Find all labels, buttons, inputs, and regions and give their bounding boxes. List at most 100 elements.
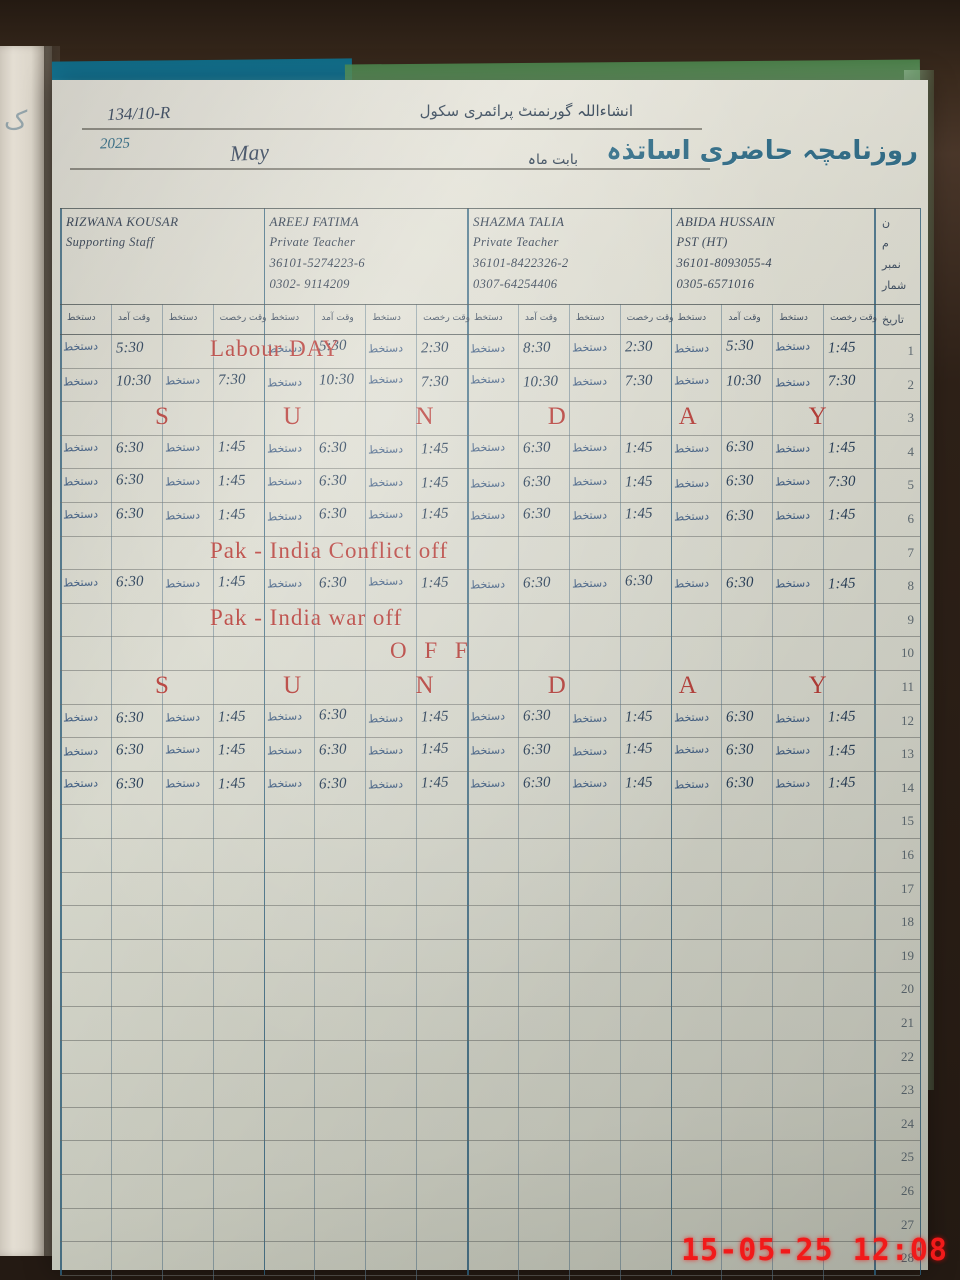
time-entry: 6:30 bbox=[116, 505, 144, 523]
time-entry: 1:45 bbox=[421, 774, 449, 792]
signature-mark: دستخط bbox=[165, 711, 200, 725]
time-entry: 2:30 bbox=[624, 338, 652, 356]
day-number-cell: 24 bbox=[901, 1116, 914, 1132]
signature-mark: دستخط bbox=[673, 509, 708, 523]
table-row-divider bbox=[60, 304, 920, 305]
signature-mark: دستخط bbox=[165, 743, 200, 757]
holiday-note: Pak - India Conflict off bbox=[210, 538, 448, 564]
day-number-cell: 7 bbox=[908, 545, 915, 561]
signature-mark: دستخط bbox=[165, 776, 200, 790]
day-number-cell: 27 bbox=[901, 1217, 914, 1233]
signature-mark: دستخط bbox=[572, 440, 607, 454]
signature-mark: دستخط bbox=[63, 776, 98, 790]
time-entry: 1:45 bbox=[217, 574, 245, 592]
sub-column-header: دستخط bbox=[474, 313, 503, 323]
time-entry: 1:45 bbox=[421, 741, 449, 759]
table-row-divider bbox=[60, 1073, 920, 1074]
time-entry: 6:30 bbox=[319, 505, 347, 523]
table-row-divider bbox=[60, 804, 920, 805]
signature-mark: دستخط bbox=[63, 474, 98, 488]
time-entry: 6:30 bbox=[523, 439, 551, 457]
attendance-table: RIZWANA KOUSAR Supporting Staff AREEJ FATI… bbox=[60, 208, 920, 1260]
day-number-cell: 2 bbox=[908, 377, 915, 393]
month-label: بابت ماہ bbox=[528, 152, 578, 168]
time-entry: 1:45 bbox=[217, 741, 245, 759]
table-row-divider bbox=[60, 435, 920, 436]
time-entry: 1:45 bbox=[421, 474, 449, 492]
signature-mark: دستخط bbox=[673, 742, 708, 756]
table-row-divider bbox=[60, 603, 920, 604]
signature-mark: دستخط bbox=[368, 442, 403, 456]
staff-name: ABIDA HUSSAIN bbox=[677, 214, 871, 230]
time-entry: 6:30 bbox=[319, 776, 347, 794]
signature-mark: دستخط bbox=[572, 745, 607, 759]
signature-mark: دستخط bbox=[572, 777, 607, 791]
signature-mark: دستخط bbox=[572, 576, 607, 590]
table-row-divider bbox=[60, 569, 920, 570]
time-entry: 6:30 bbox=[319, 574, 347, 592]
time-entry: 6:30 bbox=[319, 741, 347, 759]
signature-mark: دستخط bbox=[673, 441, 708, 455]
time-entry: 6:30 bbox=[523, 473, 551, 491]
table-row-divider bbox=[60, 872, 920, 873]
day-number-cell: 1 bbox=[908, 343, 915, 359]
signature-mark: دستخط bbox=[266, 776, 301, 790]
signature-mark: دستخط bbox=[368, 575, 403, 589]
table-row-divider bbox=[60, 334, 920, 335]
day-number-cell: 14 bbox=[901, 780, 914, 796]
signature-mark: دستخط bbox=[266, 710, 301, 724]
time-entry: 1:45 bbox=[624, 439, 652, 457]
page-header: روزنامچہ حاضری اساتذہ انشاءاللہ گورنمنٹ … bbox=[52, 80, 928, 208]
time-entry: 8:30 bbox=[523, 340, 551, 358]
signature-mark: دستخط bbox=[368, 744, 403, 758]
table-row-divider bbox=[60, 1174, 920, 1175]
sub-column-header: وقت آمد bbox=[321, 313, 353, 323]
time-entry: 1:45 bbox=[217, 472, 245, 490]
signature-mark: دستخط bbox=[63, 710, 98, 724]
day-number-cell: 16 bbox=[901, 847, 914, 863]
signature-mark: دستخط bbox=[470, 743, 505, 757]
staff-contact: 36101-8093055-4 bbox=[677, 256, 871, 271]
time-entry: 6:30 bbox=[624, 573, 652, 591]
time-entry: 10:30 bbox=[319, 372, 355, 390]
time-entry: 7:30 bbox=[828, 473, 856, 491]
signature-mark: دستخط bbox=[266, 375, 301, 389]
signature-mark: دستخط bbox=[572, 711, 607, 725]
signature-mark: دستخط bbox=[775, 441, 810, 455]
signature-mark: دستخط bbox=[63, 339, 98, 353]
table-row-divider bbox=[60, 1107, 920, 1108]
holiday-note: Labour DAY bbox=[210, 336, 340, 362]
sub-column-header: وقت آمد bbox=[728, 313, 760, 323]
time-entry: 1:45 bbox=[421, 440, 449, 458]
time-entry: 1:45 bbox=[624, 741, 652, 759]
sub-column-header: وقت رخصت bbox=[830, 313, 877, 323]
table-row-divider bbox=[60, 704, 920, 705]
day-number-cell: 3 bbox=[908, 410, 915, 426]
signature-mark: دستخط bbox=[266, 744, 301, 758]
sub-column-header: دستخط bbox=[678, 313, 707, 323]
day-number-cell: 15 bbox=[901, 813, 914, 829]
time-entry: 10:30 bbox=[523, 373, 559, 391]
time-entry: 6:30 bbox=[523, 774, 551, 792]
day-number-cell: 25 bbox=[901, 1149, 914, 1165]
signature-mark: دستخط bbox=[775, 711, 810, 725]
day-number-cell: 11 bbox=[901, 679, 914, 695]
day-number-cell: 12 bbox=[901, 713, 914, 729]
sub-column-header: دستخط bbox=[271, 313, 300, 323]
sub-column-header: دستخط bbox=[779, 313, 808, 323]
table-row-divider bbox=[60, 1275, 920, 1276]
table-column-divider bbox=[416, 304, 417, 1280]
signature-mark: دستخط bbox=[165, 576, 200, 590]
time-entry: 2:30 bbox=[421, 339, 449, 357]
time-entry: 6:30 bbox=[523, 741, 551, 759]
time-entry: 6:30 bbox=[116, 776, 144, 794]
signature-mark: دستخط bbox=[673, 576, 708, 590]
signature-mark: دستخط bbox=[572, 509, 607, 523]
signature-mark: دستخط bbox=[266, 577, 301, 591]
staff-role: Supporting Staff bbox=[66, 235, 260, 250]
time-entry: 1:45 bbox=[828, 708, 856, 726]
register-page: روزنامچہ حاضری اساتذہ انشاءاللہ گورنمنٹ … bbox=[52, 80, 928, 1270]
time-entry: 6:30 bbox=[726, 775, 754, 793]
time-entry: 7:30 bbox=[624, 373, 652, 391]
time-entry: 7:30 bbox=[217, 372, 245, 390]
